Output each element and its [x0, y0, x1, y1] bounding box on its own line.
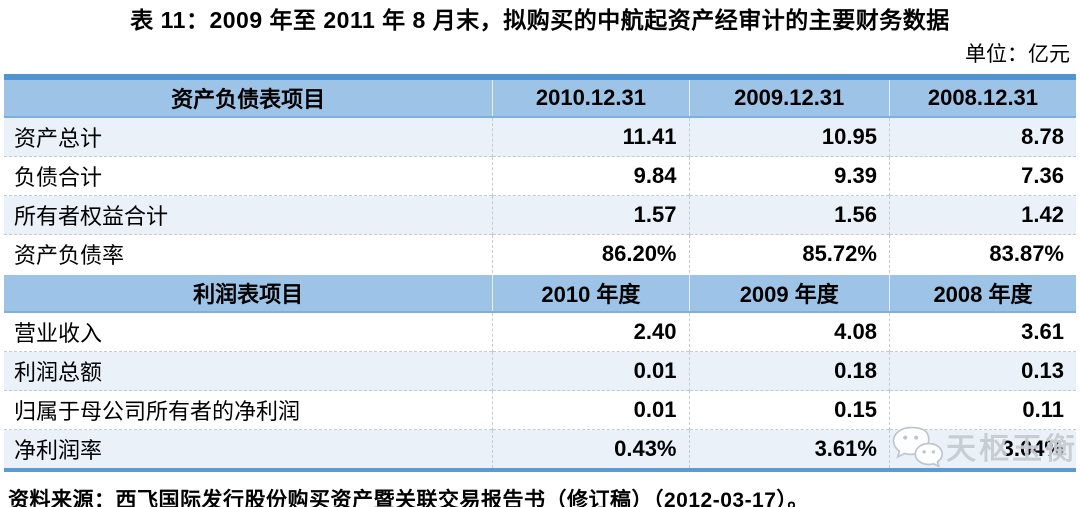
value-cell: 0.13 — [888, 351, 1076, 391]
value-cell: 0.18 — [688, 351, 890, 391]
row-label: 资产总计 — [4, 116, 493, 157]
row-label: 归属于母公司所有者的净利润 — [4, 390, 493, 430]
value-cell: 4.08 — [688, 311, 890, 352]
value-cell: 0.43% — [492, 429, 689, 470]
column-header: 2009.12.31 — [688, 77, 890, 118]
value-cell: 9.84 — [492, 156, 689, 196]
value-cell: 0.11 — [888, 390, 1076, 430]
value-cell: 0.15 — [688, 390, 890, 430]
value-cell: 11.41 — [492, 116, 689, 157]
table-row: 资产负债率 86.20% 85.72% 83.87% — [4, 234, 1076, 274]
table-row: 所有者权益合计 1.57 1.56 1.42 — [4, 195, 1076, 235]
table-row: 利润总额 0.01 0.18 0.13 — [4, 351, 1076, 391]
value-cell: 8.78 — [888, 116, 1076, 157]
value-cell: 1.56 — [688, 195, 890, 235]
row-label: 利润总额 — [4, 351, 493, 391]
financial-table: 资产负债表项目 2010.12.31 2009.12.31 2008.12.31 资产总… — [4, 74, 1076, 472]
source-note: 资料来源：西飞国际发行股份购买资产暨关联交易报告书（修订稿）（2012-03-1… — [8, 489, 809, 507]
column-header: 2008 年度 — [888, 273, 1076, 313]
value-cell: 86.20% — [492, 234, 689, 274]
value-cell: 2.40 — [492, 311, 689, 352]
value-cell: 3.61% — [688, 429, 890, 470]
value-cell: 1.42 — [888, 195, 1076, 235]
value-cell: 0.01 — [492, 351, 689, 391]
row-label: 资产负债率 — [4, 234, 493, 274]
value-cell: 10.95 — [688, 116, 890, 157]
header-row: 资产负债表项目 2010.12.31 2009.12.31 2008.12.31 — [4, 77, 1076, 118]
table-title: 表 11：2009 年至 2011 年 8 月末，拟购买的中航起资产经审计的主要… — [130, 7, 950, 33]
table-row: 营业收入 2.40 4.08 3.61 — [4, 311, 1076, 352]
column-header: 2010.12.31 — [492, 77, 689, 118]
table-row: 资产总计 11.41 10.95 8.78 — [4, 116, 1076, 157]
column-header: 2008.12.31 — [888, 77, 1076, 118]
value-cell: 0.01 — [492, 390, 689, 430]
section-header-label: 资产负债表项目 — [4, 77, 493, 118]
row-label: 净利润率 — [4, 429, 493, 470]
column-header: 2009 年度 — [688, 273, 890, 313]
value-cell: 7.36 — [888, 156, 1076, 196]
table-row: 负债合计 9.84 9.39 7.36 — [4, 156, 1076, 196]
row-label: 负债合计 — [4, 156, 493, 196]
value-cell: 83.87% — [888, 234, 1076, 274]
row-label: 营业收入 — [4, 311, 493, 352]
table-row: 归属于母公司所有者的净利润 0.01 0.15 0.11 — [4, 390, 1076, 430]
wechat-icon — [890, 425, 944, 468]
table-row: 净利润率 0.43% 3.61% 3.04% — [4, 429, 1076, 470]
header-row: 利润表项目 2010 年度 2009 年度 2008 年度 — [4, 273, 1076, 313]
row-label: 所有者权益合计 — [4, 195, 493, 235]
value-cell: 9.39 — [688, 156, 890, 196]
value-cell: 85.72% — [688, 234, 890, 274]
section-header-label: 利润表项目 — [4, 273, 493, 313]
column-header: 2010 年度 — [492, 273, 689, 313]
value-cell: 3.61 — [888, 311, 1076, 352]
watermark-text: 天枢玉衡 — [946, 433, 1078, 466]
value-cell: 1.57 — [492, 195, 689, 235]
unit-label: 单位：亿元 — [965, 43, 1070, 66]
watermark: 天枢玉衡 — [890, 424, 1078, 468]
